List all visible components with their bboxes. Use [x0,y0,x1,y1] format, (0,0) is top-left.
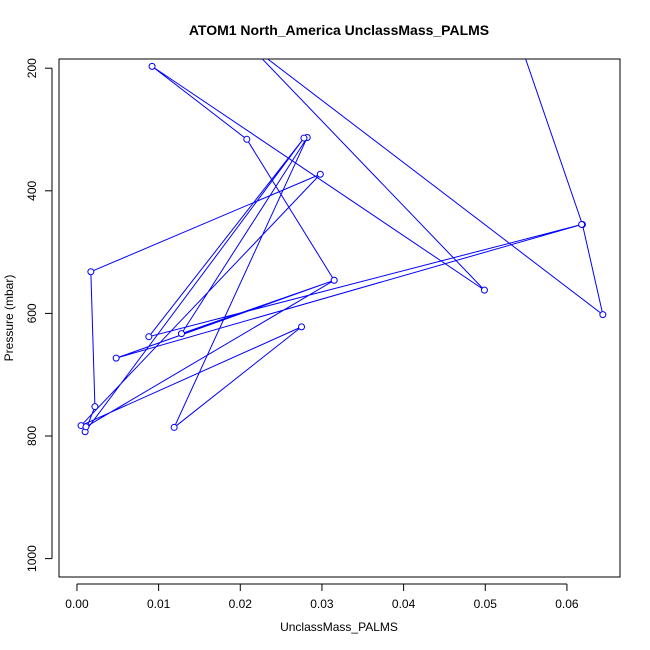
x-tick-label: 0.00 [65,597,89,611]
data-point [145,333,153,341]
data-point [300,134,308,142]
x-tick-label: 0.04 [392,597,416,611]
data-point [298,323,306,331]
data-point [177,330,185,338]
data-point [480,286,488,294]
data-point [87,268,95,276]
x-axis: 0.00 0.01 0.02 0.03 0.04 0.05 0.06 [65,583,579,611]
data-point [91,403,99,411]
data-point [599,311,607,319]
x-axis-label: UnclassMass_PALMS [280,620,398,634]
data-point [148,62,156,70]
y-tick-label: 800 [25,426,39,446]
data-point [517,41,523,47]
y-tick-label: 400 [25,180,39,200]
x-tick-label: 0.05 [474,597,498,611]
y-tick-label: 1000 [25,545,39,572]
y-tick-label: 600 [25,303,39,323]
y-tick-label: 200 [25,58,39,78]
x-tick-label: 0.01 [147,597,171,611]
y-axis-label: Pressure (mbar) [2,275,16,362]
data-point [170,423,178,431]
data-point [316,170,324,178]
data-point [243,135,251,143]
data-point [578,221,586,229]
series-layer [77,41,607,436]
x-tick-label: 0.02 [229,597,253,611]
data-point [82,423,90,431]
data-point [112,354,120,362]
data-point [330,276,338,284]
x-tick-label: 0.03 [310,597,334,611]
y-axis: 200 400 600 800 1000 [25,58,53,572]
plot-area-frame [58,58,621,578]
series-line [80,59,604,433]
x-tick-label: 0.06 [555,597,579,611]
chart-title: ATOM1 North_America UnclassMass_PALMS [189,22,489,38]
data-point [245,41,251,47]
